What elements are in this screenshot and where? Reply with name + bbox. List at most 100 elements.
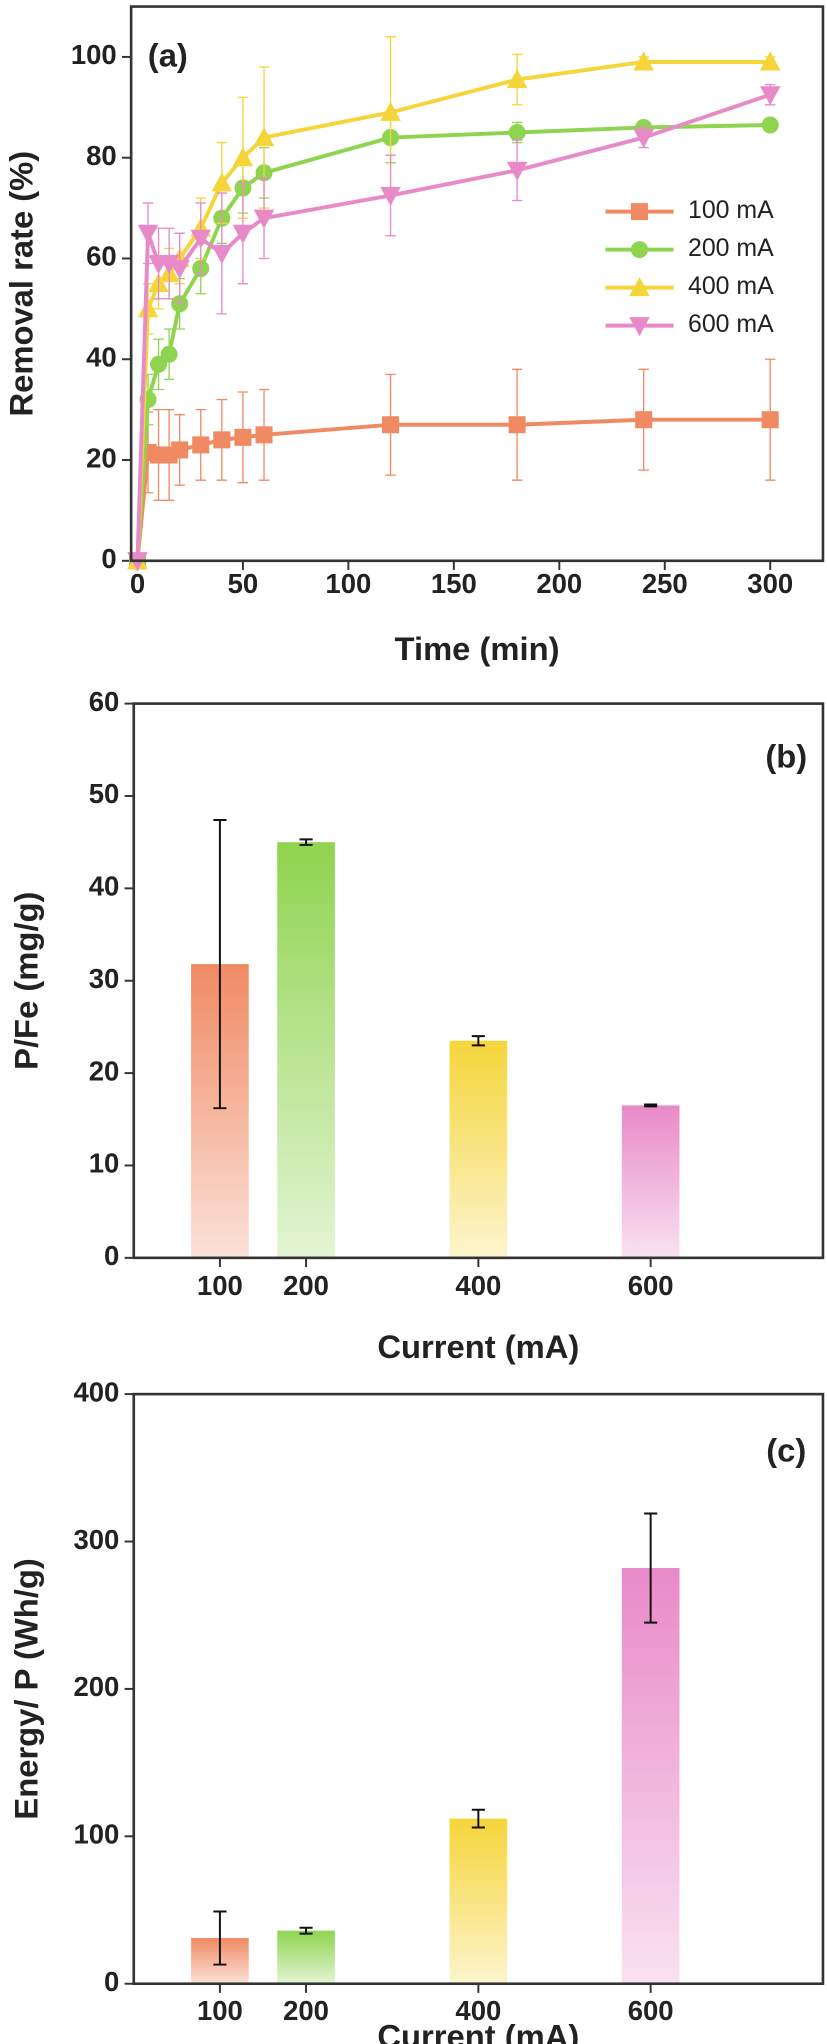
y-tick-label: 0: [104, 1240, 119, 1271]
plot-frame: [132, 702, 825, 1260]
y-tick-label: 100: [71, 39, 117, 70]
x-tick-label: 200: [283, 1270, 329, 1301]
marker: [382, 416, 400, 434]
marker: [380, 186, 401, 207]
error-bar: [299, 838, 313, 846]
error-bar: [299, 1926, 313, 1935]
x-tick-label: 0: [130, 568, 145, 599]
error-bar: [471, 1035, 485, 1047]
marker: [761, 411, 779, 429]
legend-label: 200 mA: [688, 234, 774, 262]
marker: [380, 101, 401, 121]
plot-frame: [132, 1392, 825, 1986]
y-tick-label: 30: [89, 963, 120, 994]
marker: [253, 126, 275, 147]
marker: [506, 69, 528, 89]
marker: [232, 147, 254, 167]
marker: [137, 298, 159, 318]
marker: [190, 229, 212, 249]
y-axis-title: P/Fe (mg/g): [8, 892, 45, 1070]
legend-label: 400 mA: [688, 272, 774, 300]
x-tick-label: 150: [431, 568, 477, 599]
x-axis-title: Current (mA): [377, 1328, 579, 1365]
error-bar: [213, 819, 227, 1110]
marker: [232, 224, 254, 244]
x-tick-label: 100: [197, 1270, 243, 1301]
y-tick-label: 200: [73, 1671, 119, 1702]
bar: [277, 1930, 335, 1984]
x-tick-label: 300: [747, 568, 793, 599]
marker: [631, 203, 649, 221]
marker: [137, 224, 159, 244]
plot-frame: [129, 5, 825, 563]
x-axis-title: Time (min): [395, 630, 560, 667]
y-tick-label: 100: [73, 1819, 119, 1850]
legend-label: 600 mA: [688, 310, 774, 338]
bar: [621, 1105, 680, 1258]
panel-label: (b): [765, 737, 807, 774]
y-tick-label: 20: [89, 1055, 120, 1086]
marker: [169, 260, 190, 280]
y-axis-title: Removal rate (%): [2, 151, 39, 417]
error-bar: [644, 1512, 658, 1624]
y-tick-label: 60: [86, 241, 117, 272]
x-tick-label: 400: [455, 1270, 501, 1301]
x-tick-label: 200: [283, 1995, 329, 2026]
marker: [633, 129, 654, 149]
marker: [253, 209, 275, 229]
marker: [629, 317, 650, 337]
marker: [211, 172, 233, 192]
y-tick-label: 20: [86, 442, 117, 473]
x-axis-title: Current (mA): [377, 2017, 579, 2044]
marker: [150, 355, 168, 373]
y-tick-label: 40: [86, 342, 117, 373]
bar: [449, 1040, 508, 1258]
bar: [621, 1568, 680, 1984]
x-tick-label: 100: [197, 1995, 243, 2026]
series-line: [135, 92, 771, 561]
y-tick-label: 300: [73, 1524, 119, 1555]
y-tick-label: 0: [104, 1966, 119, 1997]
marker: [633, 51, 654, 71]
marker: [631, 241, 649, 259]
series-line: [135, 417, 771, 561]
marker: [759, 86, 781, 106]
error-bar: [213, 1910, 227, 1966]
x-tick-label: 400: [455, 1995, 501, 2026]
marker: [761, 116, 779, 134]
panel-label: (c): [766, 1432, 806, 1469]
error-bar: [644, 1103, 658, 1108]
marker: [635, 411, 653, 429]
marker: [192, 436, 210, 454]
x-tick-label: 50: [228, 568, 259, 599]
marker: [234, 428, 252, 446]
marker: [211, 244, 233, 264]
y-axis-title: Energy/ P (Wh/g): [8, 1558, 45, 1819]
marker: [160, 345, 178, 363]
marker: [759, 51, 781, 71]
y-tick-label: 80: [86, 140, 117, 171]
marker: [629, 277, 650, 297]
marker: [213, 431, 231, 449]
bar: [449, 1818, 508, 1984]
marker: [506, 161, 528, 181]
marker: [171, 441, 189, 459]
series-line: [135, 122, 771, 561]
x-tick-label: 600: [628, 1995, 674, 2026]
marker: [508, 123, 526, 142]
bar: [277, 842, 335, 1258]
x-tick-label: 250: [642, 568, 688, 599]
x-tick-label: 200: [536, 568, 582, 599]
marker: [255, 426, 273, 444]
legend-label: 100 mA: [688, 196, 774, 224]
panel-label: (a): [148, 36, 188, 73]
x-tick-label: 100: [325, 568, 371, 599]
y-tick-label: 50: [89, 778, 120, 809]
y-tick-label: 10: [89, 1148, 120, 1179]
y-tick-label: 0: [101, 543, 116, 574]
marker: [508, 416, 526, 434]
error-bar: [471, 1808, 485, 1829]
y-tick-label: 40: [89, 871, 120, 902]
y-tick-label: 400: [73, 1376, 119, 1407]
